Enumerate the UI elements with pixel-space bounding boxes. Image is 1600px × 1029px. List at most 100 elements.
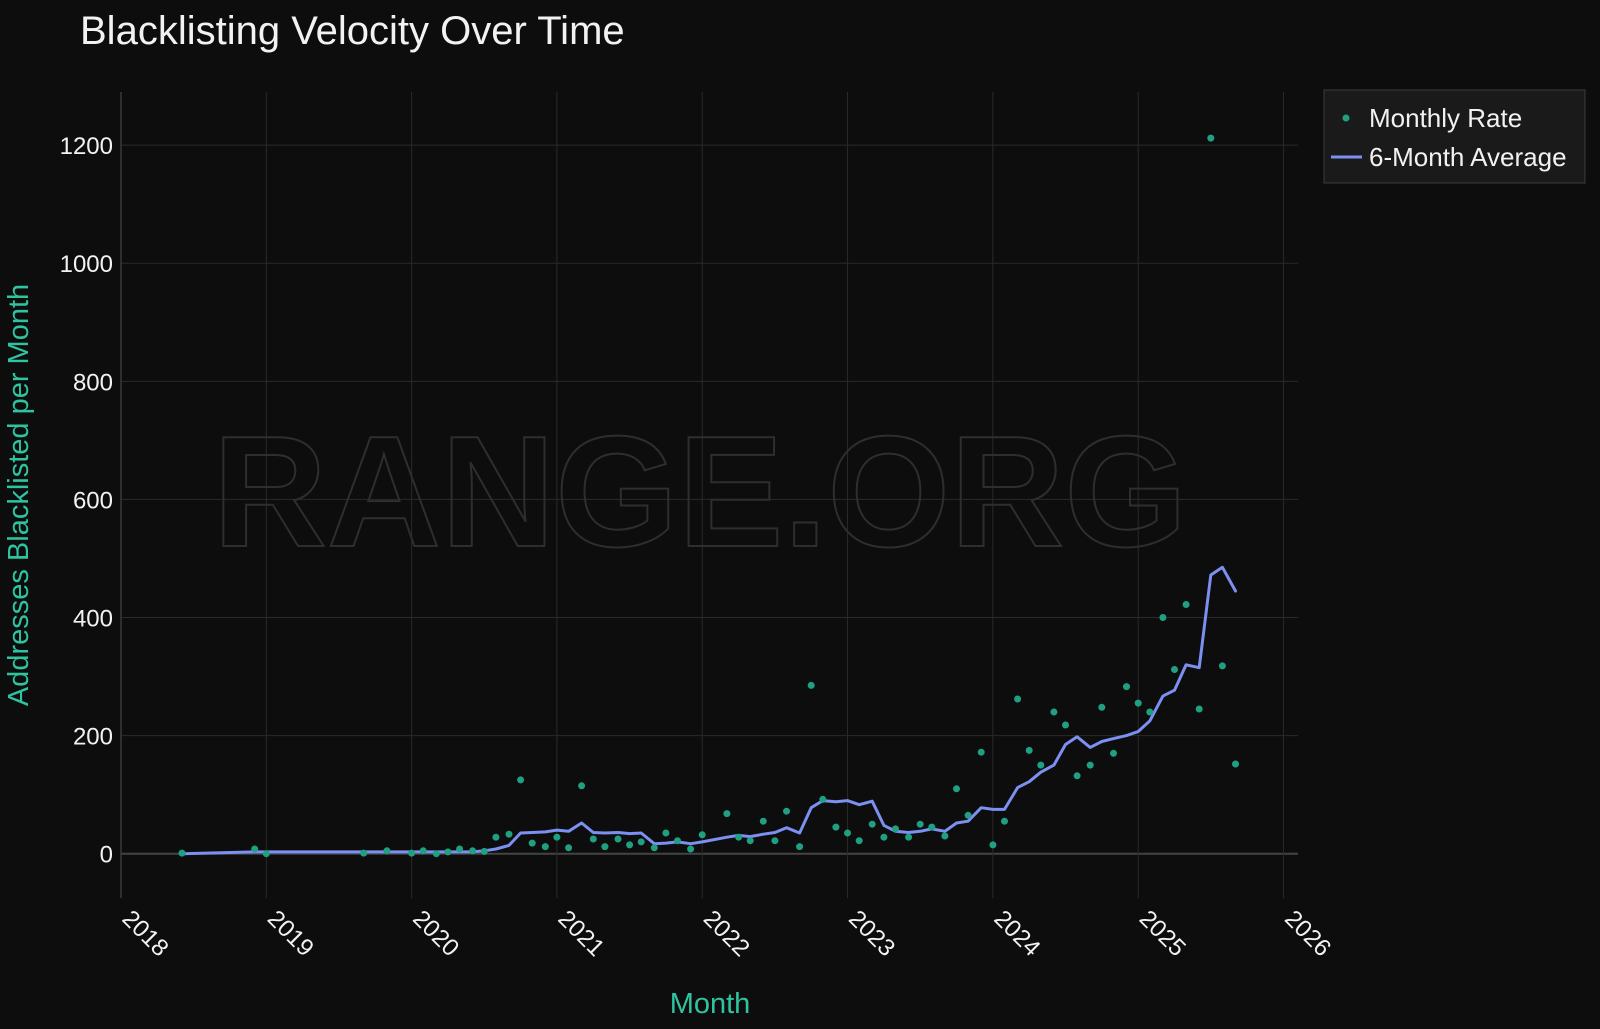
y-tick-label: 200 — [73, 724, 113, 751]
monthly-rate-point — [360, 849, 368, 857]
monthly-rate-point — [916, 820, 924, 828]
y-axis-title: Addresses Blacklisted per Month — [3, 284, 35, 706]
monthly-rate-point — [1062, 721, 1069, 729]
monthly-rate-point — [480, 847, 488, 855]
monthly-rate-point — [746, 837, 754, 845]
monthly-rate-point — [614, 835, 622, 843]
monthly-rate-point — [492, 833, 500, 841]
watermark: RANGE.ORG — [213, 404, 1187, 580]
grid-layer — [120, 92, 1298, 898]
monthly-rate-point — [1182, 601, 1190, 608]
x-tick-label: 2019 — [262, 905, 319, 962]
monthly-rate-point — [1195, 705, 1203, 713]
legend-box — [1323, 89, 1586, 184]
monthly-rate-point — [505, 830, 513, 838]
monthly-rate-point — [1001, 817, 1008, 825]
monthly-rate-point — [1232, 760, 1239, 768]
y-tick-label: 1200 — [60, 133, 113, 160]
monthly-rate-point — [1218, 662, 1226, 670]
monthly-rate-point — [977, 748, 985, 756]
monthly-rate-point — [1050, 708, 1058, 716]
monthly-rate-point — [941, 832, 949, 840]
monthly-rate-point — [868, 820, 876, 828]
monthly-rate-point — [905, 833, 913, 841]
x-tick-label: 2024 — [989, 905, 1046, 962]
legend-marker-monthly-rate — [1342, 114, 1350, 122]
monthly-rate-point — [832, 823, 840, 831]
monthly-rate-point — [262, 850, 270, 858]
monthly-rate-point — [759, 817, 767, 825]
series-layer — [178, 134, 1239, 858]
chart-title: Blacklisting Velocity Over Time — [80, 9, 625, 53]
monthly-rate-point — [662, 829, 670, 837]
y-tick-label: 0 — [100, 842, 113, 869]
monthly-rate-point — [1159, 614, 1167, 621]
x-tick-label: 2021 — [553, 905, 610, 962]
x-tick-label: 2026 — [1279, 905, 1336, 962]
monthly-rate-point — [723, 810, 731, 818]
monthly-rate-point — [178, 849, 186, 857]
monthly-rate-point — [953, 785, 960, 793]
monthly-rate-point — [989, 841, 997, 849]
monthly-rate-point — [880, 833, 888, 841]
monthly-rate-point — [855, 837, 863, 845]
monthly-rate-point — [650, 844, 658, 852]
y-tick-label: 400 — [73, 606, 113, 633]
monthly-rate-point — [626, 841, 634, 849]
monthly-rate-point — [408, 849, 416, 857]
x-tick-label: 2022 — [698, 905, 755, 962]
monthly-rate-point — [1171, 666, 1178, 673]
y-axis-ticks: 0 200 400 600 800 1000 1200 — [60, 133, 113, 869]
monthly-rate-point — [1037, 761, 1045, 769]
monthly-rate-point — [553, 833, 561, 841]
monthly-rate-point — [735, 833, 743, 841]
x-tick-label: 2020 — [407, 905, 464, 962]
monthly-rate-point — [1207, 134, 1215, 142]
monthly-rate-point — [637, 838, 645, 846]
monthly-rate-point — [578, 782, 586, 790]
y-tick-label: 800 — [73, 369, 113, 396]
monthly-rate-point — [807, 681, 815, 689]
monthly-rate-point — [251, 845, 259, 853]
monthly-rate-point — [1134, 699, 1142, 707]
monthly-rate-point — [796, 843, 804, 851]
monthly-rate-point — [589, 835, 597, 843]
x-axis-ticks: 2018 2019 2020 2021 2022 2023 2024 2025 2026 — [117, 905, 1336, 962]
monthly-rate-point — [819, 795, 827, 803]
monthly-rate-point — [892, 825, 899, 833]
monthly-rate-point — [1073, 772, 1081, 780]
monthly-rate-point — [444, 848, 452, 856]
legend: Monthly Rate 6-Month Average — [1323, 89, 1586, 184]
monthly-rate-point — [601, 843, 609, 851]
monthly-rate-point — [432, 850, 440, 858]
legend-label-monthly-rate: Monthly Rate — [1369, 103, 1522, 133]
monthly-rate-point — [674, 837, 681, 845]
monthly-rate-point — [1110, 749, 1117, 757]
monthly-rate-point — [565, 844, 573, 852]
monthly-rate-point — [469, 847, 477, 855]
monthly-rate-point — [528, 839, 536, 847]
monthly-rate-point — [419, 847, 427, 855]
monthly-rate-point — [1025, 746, 1033, 754]
monthly-rate-point — [541, 843, 549, 851]
monthly-rate-point — [1098, 703, 1106, 711]
monthly-rate-point — [964, 811, 972, 819]
monthly-rate-point — [383, 847, 391, 855]
monthly-rate-point — [687, 845, 695, 853]
monthly-rate-point — [928, 823, 936, 831]
monthly-rate-point — [456, 845, 464, 853]
monthly-rate-point — [1086, 761, 1094, 769]
average-line — [180, 565, 1237, 856]
monthly-rate-point — [517, 776, 525, 784]
monthly-rate-point — [1146, 708, 1154, 716]
monthly-rate-point — [1123, 683, 1130, 691]
x-axis-title: Month — [670, 988, 751, 1020]
monthly-rate-point — [771, 837, 779, 845]
monthly-rate-point — [1014, 695, 1022, 703]
monthly-rate-point — [844, 829, 851, 837]
x-tick-label: 2023 — [843, 905, 900, 962]
x-tick-label: 2025 — [1134, 905, 1191, 962]
legend-label-6-month-average: 6-Month Average — [1369, 142, 1567, 172]
monthly-rate-point — [783, 807, 790, 815]
